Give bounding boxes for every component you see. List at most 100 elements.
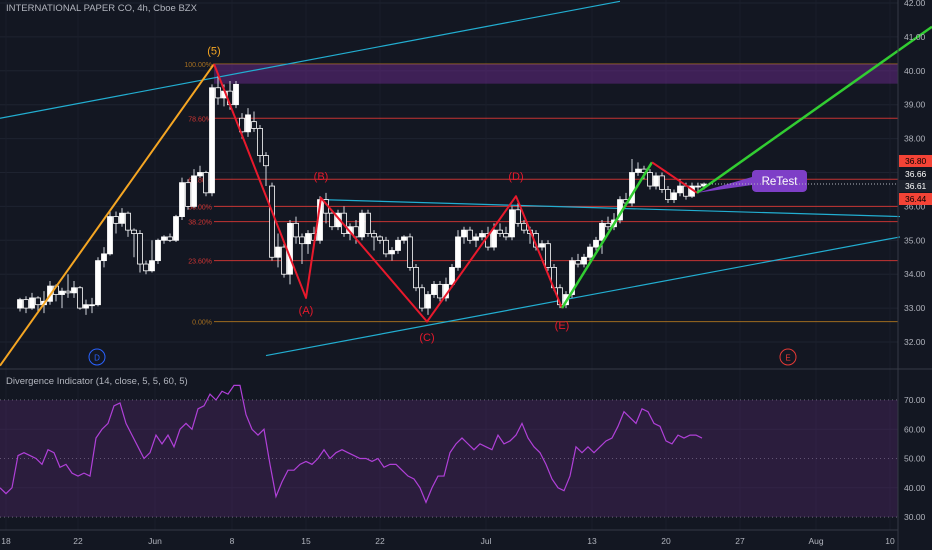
candle-body	[125, 212, 131, 231]
wave-label: (B)	[314, 171, 329, 183]
event-marker-label: D	[94, 354, 100, 363]
fib-level-label: 0.00%	[192, 320, 212, 327]
candle-body	[677, 185, 683, 194]
candle-body	[35, 297, 41, 306]
retest-callout[interactable]: ReTest	[697, 169, 807, 193]
candle-body	[437, 283, 443, 299]
price-grid	[0, 2, 898, 343]
candle-body	[497, 229, 503, 234]
wave-label: (5)	[207, 45, 220, 57]
candle-body	[281, 246, 287, 275]
chart-title: INTERNATIONAL PAPER CO, 4h, Cboe BZX	[6, 3, 197, 14]
time-tick-label: 15	[301, 536, 311, 546]
price-tick-label: 36.00	[904, 201, 926, 211]
candle-body	[209, 87, 215, 194]
time-tick-label: Aug	[808, 536, 823, 546]
retest-wave-line	[651, 161, 698, 194]
wave-lines	[0, 25, 932, 367]
candle-body	[407, 236, 413, 268]
abcde-wave-line	[213, 63, 563, 323]
candle-body	[659, 175, 665, 190]
channel-line	[320, 199, 901, 218]
candle-body	[365, 212, 371, 234]
price-tick-label: 35.00	[904, 235, 926, 245]
time-tick-label: 27	[735, 536, 745, 546]
fib-level-label: 50.00%	[188, 204, 212, 211]
candle-body	[89, 304, 95, 307]
resistance-zone	[214, 64, 898, 84]
candle-body	[197, 172, 203, 177]
indicator-tick-label: 30.00	[904, 512, 926, 522]
price-tick-label: 32.00	[904, 337, 926, 347]
candle-body	[251, 121, 257, 129]
green-wave-line	[560, 161, 654, 309]
indicator-axis[interactable]: 70.00 60.00 50.00 40.00 30.00	[904, 395, 926, 522]
fib-level-label: 38.20%	[188, 220, 212, 227]
candle-body	[389, 250, 395, 255]
candle-body	[155, 239, 161, 262]
time-tick-label: 22	[375, 536, 385, 546]
indicator-grid	[0, 399, 898, 518]
price-tick-label: 41.00	[904, 32, 926, 42]
price-tag	[899, 155, 932, 167]
candle-body	[119, 212, 125, 224]
price-tick-label: 38.00	[904, 134, 926, 144]
candle-body	[665, 189, 671, 201]
indicator-tick-label: 50.00	[904, 454, 926, 464]
candle-body	[539, 243, 545, 248]
candle-body	[191, 175, 197, 207]
candle-body	[353, 226, 359, 238]
candle-body	[149, 260, 155, 272]
price-labels: 36.80 36.66 36.61 36.44	[697, 155, 932, 205]
time-tick-label: Jun	[148, 536, 162, 546]
candle-body	[233, 83, 239, 106]
fibonacci-levels: 100.00% 78.60% 61.80% 50.00% 38.20% 23.60% 0.0…	[184, 62, 898, 327]
indicator-line	[0, 384, 703, 504]
candle-body	[575, 260, 581, 265]
candle-body	[695, 185, 701, 188]
wave-labels: (5) (B) (D) (A) (C) (E)	[207, 45, 569, 343]
candle-body	[17, 299, 23, 309]
candle-body	[287, 222, 293, 275]
price-tag-label: 36.80	[905, 156, 927, 166]
indicator-tick-label: 40.00	[904, 483, 926, 493]
candle-body	[293, 222, 299, 238]
candle-body	[419, 287, 425, 309]
candle-body	[647, 172, 653, 187]
wave-label: (C)	[419, 332, 434, 344]
candle-body	[131, 229, 137, 234]
candle-body	[143, 263, 149, 272]
time-axis[interactable]: 18 22 Jun 8 15 22 Jul 13 20 27 Aug 10	[1, 536, 895, 546]
candle-body	[59, 290, 65, 295]
candle-body	[377, 236, 383, 241]
candle-body	[107, 216, 113, 255]
price-tag-label: 36.61	[905, 181, 927, 191]
candle-body	[581, 256, 587, 265]
candle-body	[137, 233, 143, 265]
candle-body	[113, 216, 119, 224]
candle-body	[425, 294, 431, 309]
candle-body	[179, 182, 185, 217]
event-marker-circle	[88, 348, 106, 366]
candle-body	[173, 216, 179, 241]
candle-body	[275, 246, 281, 258]
event-marker-label: E	[785, 354, 790, 363]
price-tick-label: 33.00	[904, 303, 926, 313]
candle-body	[269, 185, 275, 258]
candle-body	[503, 233, 509, 238]
time-tick-label: Jul	[481, 536, 492, 546]
candle-body	[569, 260, 575, 295]
candle-body	[413, 267, 419, 289]
candle-body	[521, 222, 527, 231]
candle-body	[167, 236, 173, 241]
candle-body	[359, 212, 365, 238]
time-tick-label: 8	[230, 536, 235, 546]
candle-body	[395, 239, 401, 251]
price-tag-label: 36.66	[905, 169, 927, 179]
candle-body	[29, 297, 35, 309]
candle-body	[263, 155, 269, 167]
candle-body	[461, 229, 467, 238]
indicator-tick-label: 60.00	[904, 424, 926, 434]
